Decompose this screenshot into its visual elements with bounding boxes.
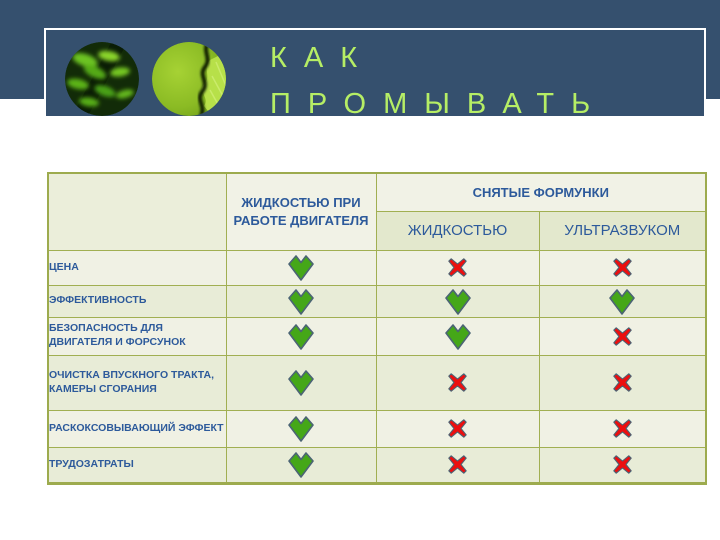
green-check-icon [288,255,314,281]
table-row: ЦЕНА [47,249,707,286]
mark-cell [375,409,540,448]
header-corner-cell [47,172,227,251]
row-label: ЦЕНА [47,249,227,286]
leaf-photo-lime-icon [152,42,226,116]
table-row: ЭФФЕКТИВНОСТЬ [47,284,707,318]
red-cross-icon [448,258,467,277]
green-check-icon [288,323,314,350]
mark-cell [225,354,377,411]
green-check-icon [288,452,314,478]
header-box: КАК ПРОМЫВАТЬ [44,28,706,120]
slide-title-line1: КАК [270,42,375,74]
green-check-icon [444,323,471,350]
red-cross-icon [448,419,467,438]
table-row: РАСКОКСОВЫВАЮЩИЙ ЭФФЕКТ [47,409,707,448]
header-sub-liquid: ЖИДКОСТЬЮ [375,210,540,251]
mark-cell [538,354,707,411]
red-cross-icon [448,373,467,392]
red-cross-icon [613,258,632,277]
mark-cell [538,284,707,318]
row-label: ТРУДОЗАТРАТЫ [47,446,227,484]
slide-title-line2: ПРОМЫВАТЬ [270,88,608,120]
mark-cell [225,284,377,318]
comparison-table: ЖИДКОСТЬЮ ПРИ РАБОТЕ ДВИГАТЕЛЯ СНЯТЫЕ ФО… [47,172,707,485]
row-label: ЭФФЕКТИВНОСТЬ [47,284,227,318]
mark-cell [375,316,540,356]
mark-cell [538,316,707,356]
table-row: БЕЗОПАСНОСТЬ ДЛЯ ДВИГАТЕЛЯ И ФОРСУНОК [47,316,707,356]
red-cross-icon [613,419,632,438]
table-header-row-1: ЖИДКОСТЬЮ ПРИ РАБОТЕ ДВИГАТЕЛЯ СНЯТЫЕ ФО… [47,172,707,251]
mark-cell [538,446,707,484]
mark-cell [375,446,540,484]
table-header-row-2: ЖИДКОСТЬЮ УЛЬТРАЗВУКОМ [48,210,707,251]
mark-cell [375,249,540,286]
mark-cell [225,409,377,448]
mark-cell [538,249,707,286]
green-check-icon [288,416,314,442]
mark-cell [225,446,377,484]
mark-cell [538,409,707,448]
leaf-photo-dark-icon [65,42,139,116]
green-check-icon [609,288,636,315]
green-check-icon [444,288,471,315]
red-cross-icon [613,326,632,346]
header-removed-injectors: СНЯТЫЕ ФОРМУНКИ [375,172,707,212]
header-engine-running: ЖИДКОСТЬЮ ПРИ РАБОТЕ ДВИГАТЕЛЯ [225,172,377,251]
row-label: БЕЗОПАСНОСТЬ ДЛЯ ДВИГАТЕЛЯ И ФОРСУНОК [47,316,227,356]
mark-cell [225,316,377,356]
green-check-icon [288,370,314,396]
row-label: РАСКОКСОВЫВАЮЩИЙ ЭФФЕКТ [47,409,227,448]
red-cross-icon [613,455,632,474]
mark-cell [375,284,540,318]
table-row: ОЧИСТКА ВПУСКНОГО ТРАКТА, КАМЕРЫ СГОРАНИ… [47,354,707,411]
slide-title: КАК ПРОМЫВАТЬ [270,35,607,127]
table-row: ТРУДОЗАТРАТЫ [47,446,707,484]
mark-cell [375,354,540,411]
mark-cell [225,249,377,286]
red-cross-icon [448,455,467,474]
red-cross-icon [613,373,632,392]
green-check-icon [288,288,314,315]
header-sub-ultrasound: УЛЬТРАЗВУКОМ [538,210,707,251]
row-label: ОЧИСТКА ВПУСКНОГО ТРАКТА, КАМЕРЫ СГОРАНИ… [47,354,227,411]
